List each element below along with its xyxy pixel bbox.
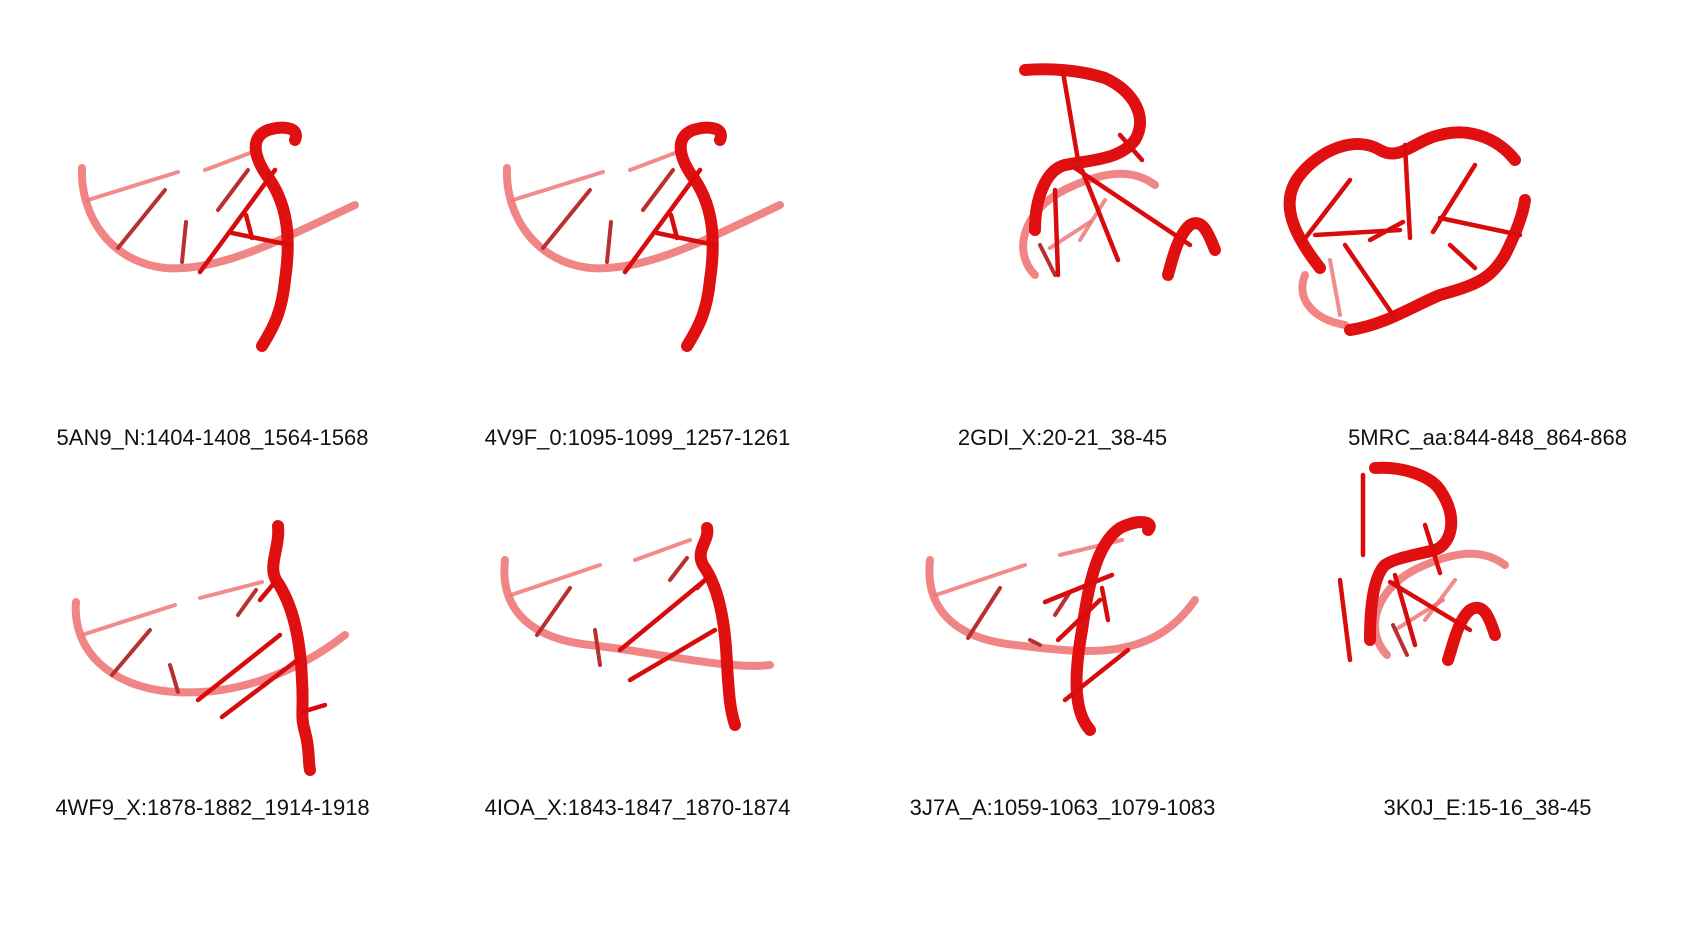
structure-panel-3: 2GDI_X:20-21_38-45 [850,0,1275,470]
structure-label: 4IOA_X:1843-1847_1870-1874 [484,795,791,820]
rna-model-2gdi [1019,63,1221,281]
structure-panel-6: 4IOA_X:1843-1847_1870-1874 [425,470,850,940]
structure-label: 5MRC_aa:844-848_864-868 [1348,425,1627,450]
rna-model-3j7a [925,516,1199,736]
rna-model-5an9 [77,121,359,352]
rna-model-4ioa [500,522,774,731]
structure-panel-4: 5MRC_aa:844-848_864-868 [1275,0,1700,470]
structure-panel-2: 4V9F_0:1095-1099_1257-1261 [425,0,850,470]
structure-label: 5AN9_N:1404-1408_1564-1568 [56,425,369,450]
structure-panel-7: 3J7A_A:1059-1063_1079-1083 [850,470,1275,940]
structure-label: 2GDI_X:20-21_38-45 [957,425,1168,450]
structure-panel-8: 3K0J_E:15-16_38-45 [1275,461,1700,940]
rna-model-4wf9 [71,520,349,776]
structure-panel-1: 5AN9_N:1404-1408_1564-1568 [0,0,425,470]
rna-model-4v9f [502,121,784,352]
structure-label: 4V9F_0:1095-1099_1257-1261 [484,425,791,450]
structure-label: 4WF9_X:1878-1882_1914-1918 [55,795,370,820]
rna-model-3k0j [1337,461,1509,666]
structure-panel-5: 4WF9_X:1878-1882_1914-1918 [0,470,425,940]
structure-label: 3K0J_E:15-16_38-45 [1383,795,1592,820]
structure-label: 3J7A_A:1059-1063_1079-1083 [909,795,1216,820]
rna-model-5mrc [1283,126,1531,336]
